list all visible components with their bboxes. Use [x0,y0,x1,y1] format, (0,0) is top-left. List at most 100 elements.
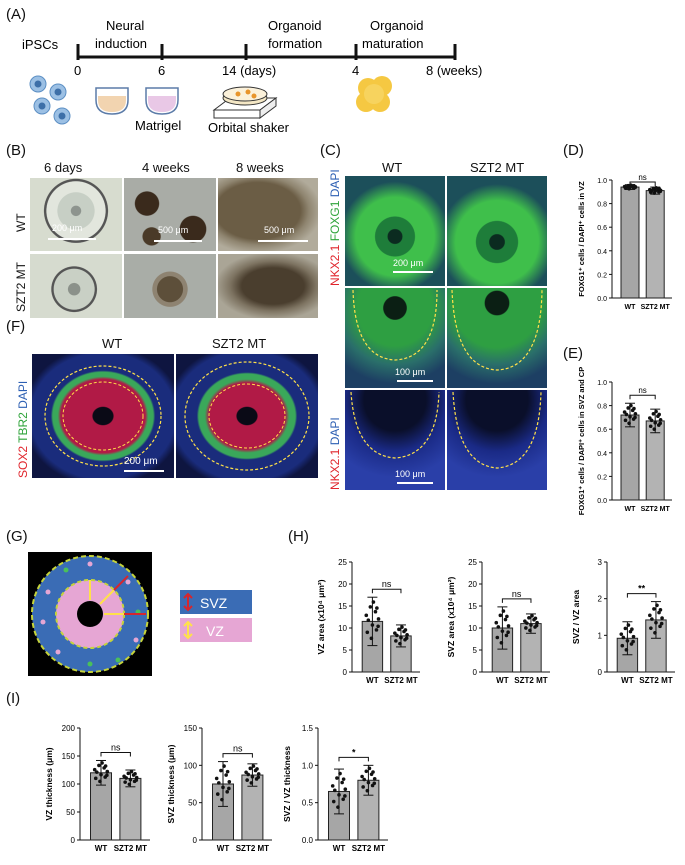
legend-vz: VZ [206,623,224,639]
bf-wt-6d: 200 μm [30,178,122,251]
significance-bracket [371,588,402,594]
y-tick-label: 10 [468,624,477,633]
data-point [649,418,654,423]
significance-label: ** [638,584,646,594]
data-point [364,769,369,774]
bf-mt-6d [30,254,122,318]
y-tick-label: 0 [473,668,478,677]
x-tick-label: WT [625,304,637,311]
data-point [505,614,509,619]
stage-organoid-2: formation [268,36,322,51]
significance-bracket [222,753,253,758]
row-wt: WT [14,213,28,232]
data-point [250,774,255,779]
y-tick-label: 0.2 [597,474,607,481]
significance-label: ns [111,742,121,752]
data-point [496,625,501,629]
data-point [658,608,663,612]
ipsc-cells-icon [29,75,71,125]
panel-label-c: (C) [320,142,341,159]
data-point [653,630,657,635]
chart-e: 0.0 0.2 0.4 0.6 0.8 1.0 FOXG1⁺ cells / DAPI⁺ c… [577,367,672,515]
y-tick-label: 0.6 [597,427,607,434]
data-point [95,770,99,774]
bf-wt-8w: 500 μm [218,178,318,251]
data-point [97,763,101,768]
data-point [499,640,504,645]
data-point [368,605,373,609]
c-wt-foxg1: 200 μm [345,176,445,286]
data-point [530,614,534,618]
y-tick-label: 150 [184,724,198,733]
data-point [333,788,337,793]
f-col-mt: SZT2 MT [212,336,267,351]
well-icon [95,87,179,115]
data-point [341,777,346,781]
data-point [336,805,340,809]
y-axis-label: SVZ area (x10⁴ μm²) [446,576,456,657]
chart-h1: 0 5 10 15 20 25 VZ area (x10⁴ μm²) WT SZT2 MT ns [316,558,420,685]
data-point [337,793,341,797]
data-point [657,412,661,417]
data-point [659,621,664,626]
x-tick-label: SZT2 MT [236,844,269,853]
y-tick-label: 0.0 [597,296,607,303]
data-point [403,628,408,632]
y-axis-label: SVZ thickness (μm) [166,744,176,823]
x-tick-label: WT [95,844,108,853]
data-point [371,600,376,604]
data-point [366,618,371,622]
data-point [660,616,664,620]
y-axis-label: SVZ / VZ thickness [282,746,292,822]
data-point [341,797,345,802]
stage-maturation-1: Organoid [370,18,423,33]
tick-8: 8 (weeks) [426,63,482,78]
chart-h3: 0 1 2 3 SVZ / VZ area WT SZT2 MT ** [571,558,675,685]
y-tick-label: 0.2 [597,272,607,279]
data-point [535,620,539,625]
data-point [129,769,134,774]
data-point [525,621,529,625]
data-point [658,417,663,422]
tick-6: 6 [158,63,165,78]
x-tick-label: SZT2 MT [352,844,385,853]
data-point [364,613,369,618]
stage-neural-1: Neural [106,18,144,33]
data-point [215,792,220,796]
data-point [227,779,232,784]
data-point [624,185,629,189]
data-point [631,634,636,639]
data-point [331,799,336,804]
note-matrigel: Matrigel [135,118,181,133]
y-tick-label: 20 [468,580,477,589]
significance-label: * [352,747,356,757]
data-point [133,771,137,776]
data-point [621,635,626,640]
y-tick-label: 15 [468,602,477,611]
data-point [404,636,409,640]
stage-organoid-1: Organoid [268,18,321,33]
data-point [372,776,377,781]
data-point [224,773,228,777]
data-point [503,617,508,622]
data-point [395,633,399,638]
significance-label: ns [638,173,646,182]
c-mt-nkx-foxg1 [447,288,547,388]
data-point [371,770,375,774]
data-point [632,183,636,188]
bf-mt-4w [124,254,216,318]
panel-label-b: (B) [6,142,26,159]
y-tick-label: 0.5 [302,799,314,808]
data-point [335,776,339,780]
bar-szt2-mt [119,777,142,841]
data-point [98,779,102,784]
bf-wt-4w: 500 μm [124,178,216,251]
y-tick-label: 3 [598,558,603,567]
data-point [105,773,109,778]
x-tick-label: SZT2 MT [114,844,147,853]
data-point [221,785,225,790]
data-point [124,776,128,780]
chart-i1: 0 50 100 150 200 VZ thickness (μm) WT SZT2 MT ns [44,724,150,853]
x-tick-label: WT [621,676,634,685]
data-point [405,633,409,637]
